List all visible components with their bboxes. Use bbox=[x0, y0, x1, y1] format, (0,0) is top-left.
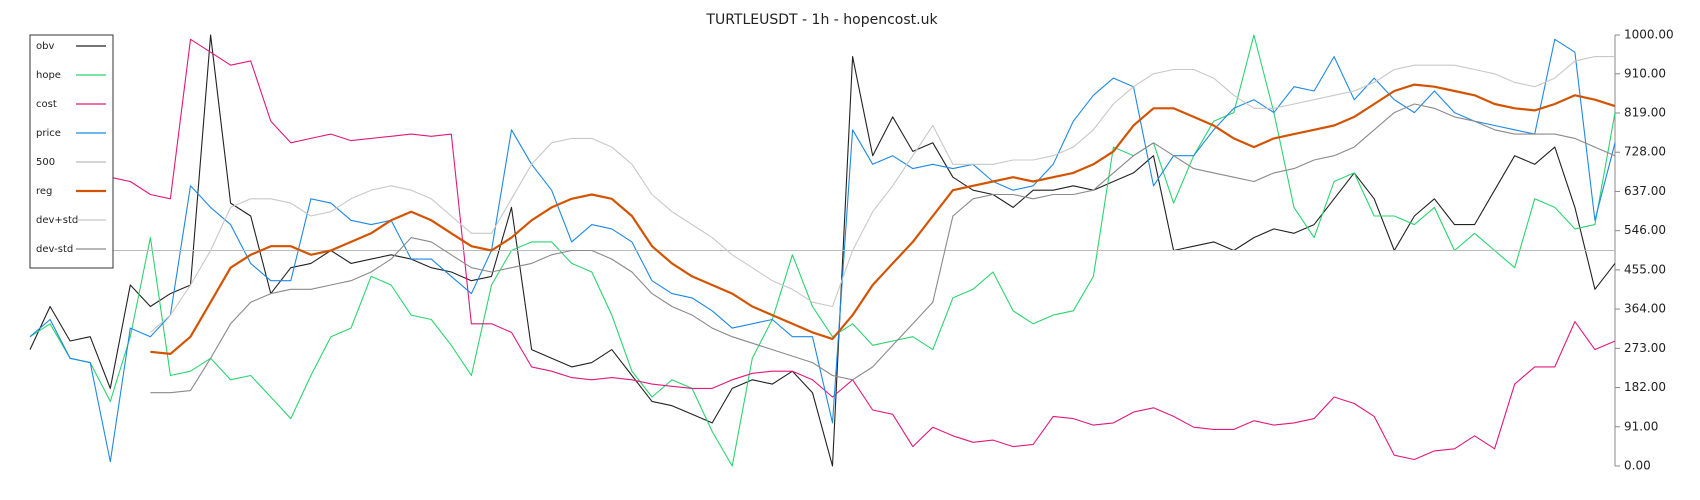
y-tick-label: 273.00 bbox=[1624, 341, 1666, 355]
y-tick-label: 546.00 bbox=[1624, 223, 1666, 237]
legend-box bbox=[29, 34, 114, 269]
y-tick-label: 455.00 bbox=[1624, 262, 1666, 276]
legend-label: price bbox=[36, 128, 61, 139]
series-line bbox=[150, 83, 1616, 355]
legend-label: dev-std bbox=[36, 244, 73, 255]
y-tick-label: 637.00 bbox=[1624, 184, 1666, 198]
series-line bbox=[29, 34, 1616, 467]
series-line bbox=[110, 38, 1616, 461]
y-tick-label: 728.00 bbox=[1624, 145, 1666, 159]
y-tick-label: 1000.00 bbox=[1624, 28, 1674, 42]
legend-label: cost bbox=[36, 99, 57, 110]
chart-title: TURTLEUSDT - 1h - hopencost.uk bbox=[705, 12, 938, 28]
y-tick-label: 910.00 bbox=[1624, 66, 1666, 80]
y-tick-label: 182.00 bbox=[1624, 380, 1666, 394]
series-line bbox=[150, 103, 1616, 394]
y-tick-label: 819.00 bbox=[1624, 106, 1666, 120]
y-tick-label: 364.00 bbox=[1624, 302, 1666, 316]
y-tick-label: 0.00 bbox=[1624, 459, 1651, 473]
series-line bbox=[29, 38, 1616, 463]
series-line bbox=[150, 56, 1615, 333]
legend-label: reg bbox=[36, 186, 52, 197]
legend-label: obv bbox=[36, 41, 54, 52]
legend: obv hope cost price 500 reg dev+std dev-std bbox=[29, 34, 114, 269]
legend-label: hope bbox=[36, 70, 61, 81]
legend-label: 500 bbox=[36, 157, 55, 168]
y-tick-label: 91.00 bbox=[1624, 419, 1658, 433]
legend-label: dev+std bbox=[36, 215, 78, 226]
